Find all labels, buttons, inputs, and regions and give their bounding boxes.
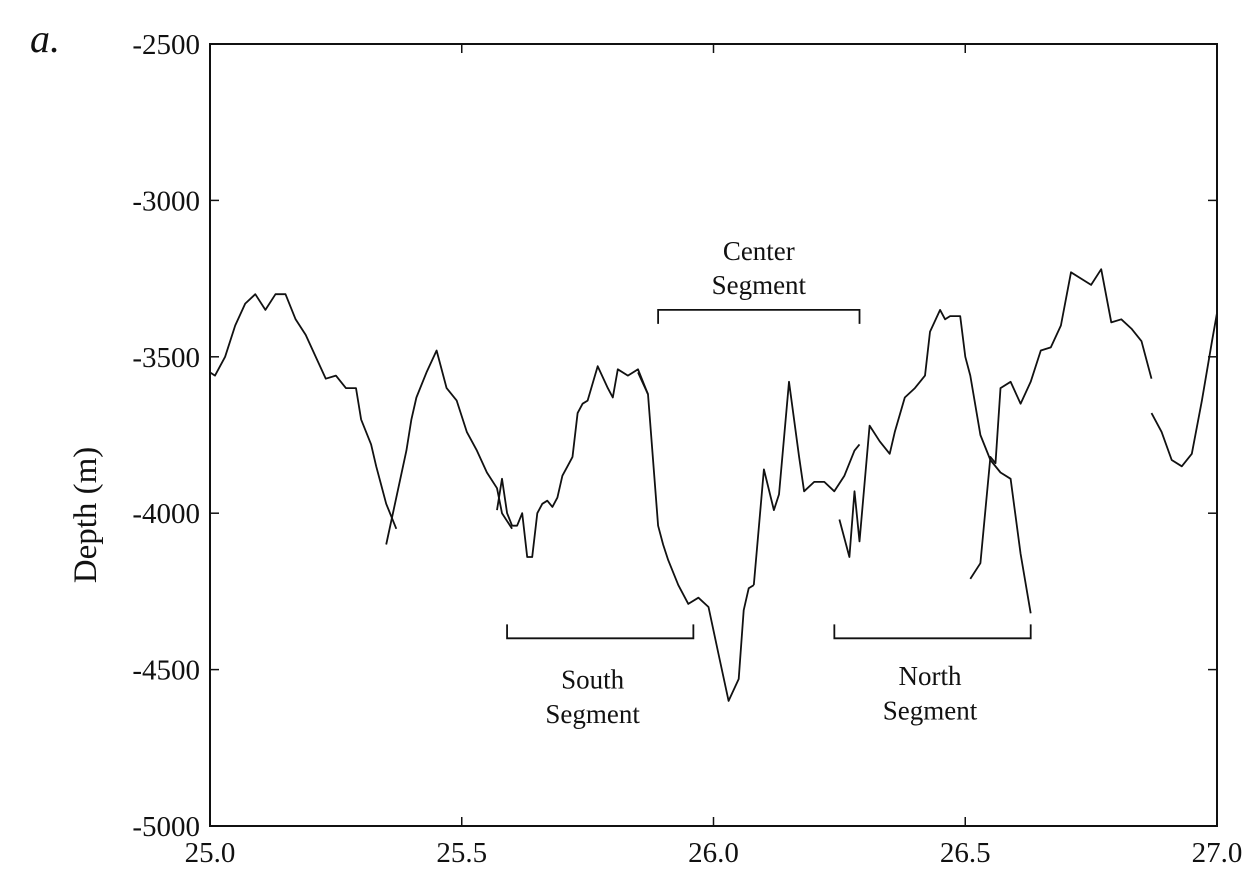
x-tick-label: 26.5: [940, 837, 991, 869]
depth-profile-line-1: [209, 293, 398, 530]
center-segment-bracket: [657, 308, 861, 324]
depth-profile-line-6: [838, 308, 1032, 614]
south-segment-label: Segment: [545, 699, 640, 729]
depth-profile-line-5: [752, 380, 861, 586]
y-axis-title: Depth (m): [68, 447, 104, 584]
x-tick-label: 25.0: [185, 837, 236, 869]
segment-annotations: Center Segment South Segment North Segment: [506, 236, 1032, 729]
depth-profile-line-3: [496, 365, 649, 558]
y-tick-label: -2500: [132, 29, 200, 61]
axis-ticks: [209, 43, 1218, 827]
plot-frame: [209, 43, 1218, 827]
y-tick-label: -4500: [132, 655, 200, 687]
depth-profile-line-8: [1150, 312, 1218, 468]
north-segment-label: North: [899, 661, 962, 691]
south-segment-label: South: [561, 664, 625, 694]
axis-tick-labels: 25.0 25.5 26.0 26.5 27.0 -2500 -3000 -3500 -4000…: [132, 29, 1242, 869]
depth-profile-line-4: [637, 372, 755, 702]
north-segment-annotation: North Segment: [833, 624, 1032, 726]
depth-profiles: [209, 268, 1218, 702]
x-tick-label: 25.5: [436, 837, 487, 869]
panel-label: a.: [30, 16, 60, 61]
depth-profile-line-2: [385, 349, 513, 545]
y-tick-label: -3000: [132, 185, 200, 217]
y-tick-label: -3500: [132, 342, 200, 374]
north-segment-label: Segment: [883, 696, 978, 726]
depth-profile-line-7: [969, 268, 1153, 580]
x-tick-label: 26.0: [688, 837, 739, 869]
y-tick-label: -4000: [132, 498, 200, 530]
y-tick-label: -5000: [132, 811, 200, 843]
center-segment-label: Segment: [712, 270, 807, 300]
center-segment-label: Center: [723, 236, 795, 266]
x-tick-label: 27.0: [1192, 837, 1243, 869]
south-segment-annotation: South Segment: [506, 624, 695, 729]
south-segment-bracket: [506, 624, 695, 640]
north-segment-bracket: [833, 624, 1032, 640]
center-segment-annotation: Center Segment: [657, 236, 861, 324]
